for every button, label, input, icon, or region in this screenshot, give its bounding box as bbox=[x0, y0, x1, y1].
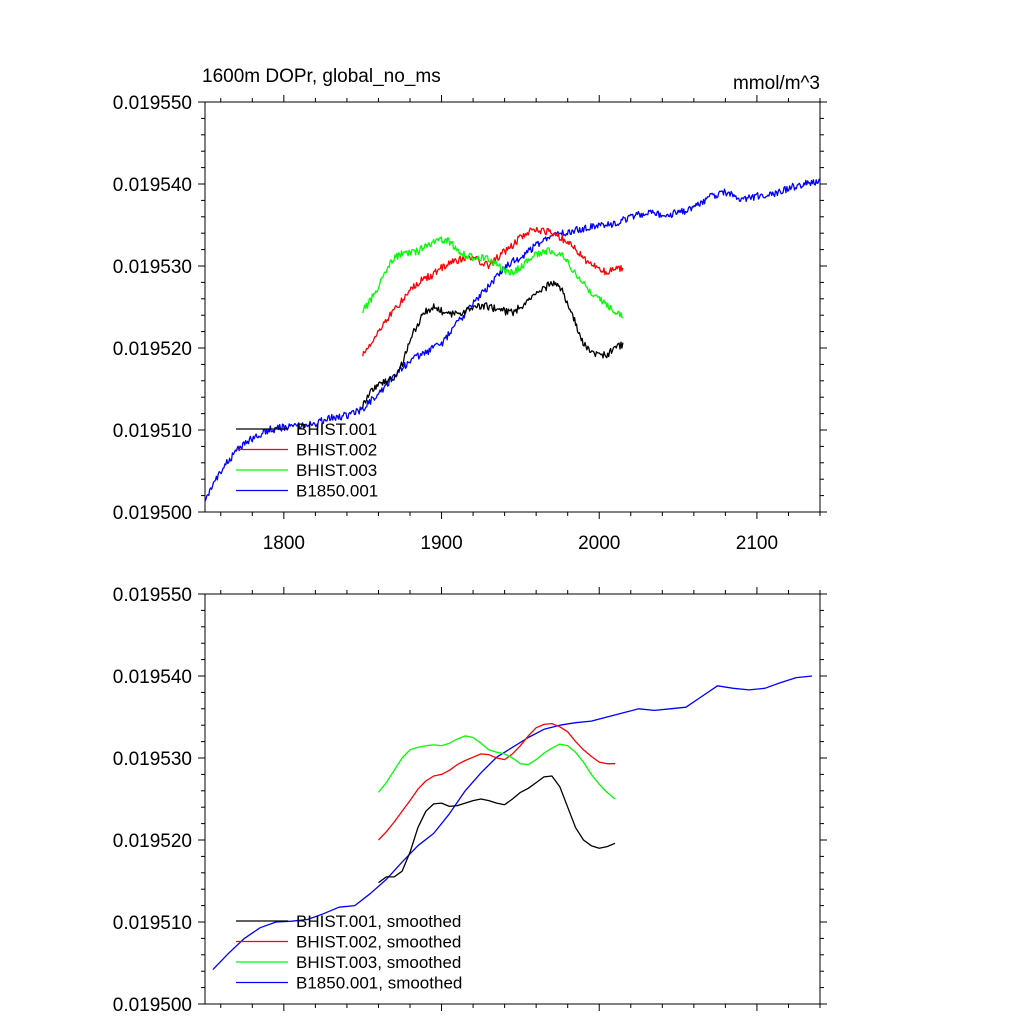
plot-frame bbox=[204, 593, 821, 1005]
legend-label: BHIST.002, smoothed bbox=[296, 933, 461, 952]
y-tick-label: 0.019550 bbox=[113, 585, 192, 606]
series-line-bhist-002-smoothed bbox=[378, 722, 615, 841]
legend-label: B1850.001 bbox=[296, 482, 378, 501]
series-line-bhist-002 bbox=[362, 226, 624, 357]
series-line-b1850-001-smoothed bbox=[212, 675, 813, 971]
y-tick-label: 0.019520 bbox=[113, 831, 192, 852]
series-line-bhist-001 bbox=[362, 280, 624, 409]
units-label: mmol/m^3 bbox=[733, 73, 820, 94]
legend-label: BHIST.003 bbox=[296, 461, 377, 480]
series-line-bhist-003 bbox=[362, 236, 623, 319]
y-tick-label: 0.019520 bbox=[113, 339, 192, 360]
y-tick-label: 0.019530 bbox=[113, 257, 192, 278]
series-line-b1850-001 bbox=[204, 178, 821, 502]
series-line-bhist-003-smoothed bbox=[377, 735, 616, 800]
y-tick-label: 0.019540 bbox=[113, 175, 192, 196]
legend-label: BHIST.002 bbox=[296, 441, 377, 460]
y-tick-label: 0.019530 bbox=[113, 749, 192, 770]
series-line-bhist-001-smoothed bbox=[378, 775, 616, 884]
y-tick-label: 0.019500 bbox=[113, 503, 192, 524]
plot-frame bbox=[204, 101, 821, 513]
x-tick-label: 2000 bbox=[578, 533, 620, 554]
x-tick-label: 1800 bbox=[263, 533, 305, 554]
plot-title: 1600m DOPr, global_no_ms bbox=[202, 66, 441, 87]
y-tick-label: 0.019510 bbox=[113, 913, 192, 934]
y-tick-label: 0.019550 bbox=[113, 93, 192, 114]
y-tick-label: 0.019500 bbox=[113, 995, 192, 1016]
legend-label: B1850.001, smoothed bbox=[296, 974, 462, 993]
bottom-panel: 0.019500 0.019510 0.019520 0.019530 0.019540… bbox=[113, 585, 827, 1016]
x-tick-label: 1900 bbox=[420, 533, 462, 554]
y-tick-label: 0.019510 bbox=[113, 421, 192, 442]
legend-label: BHIST.001, smoothed bbox=[296, 912, 461, 931]
y-tick-label: 0.019540 bbox=[113, 667, 192, 688]
legend-label: BHIST.003, smoothed bbox=[296, 953, 461, 972]
legend-label: BHIST.001 bbox=[296, 420, 377, 439]
x-tick-label: 2100 bbox=[736, 533, 778, 554]
top-panel: 0.019500 0.019510 0.019520 0.019530 0.019540… bbox=[113, 66, 827, 554]
